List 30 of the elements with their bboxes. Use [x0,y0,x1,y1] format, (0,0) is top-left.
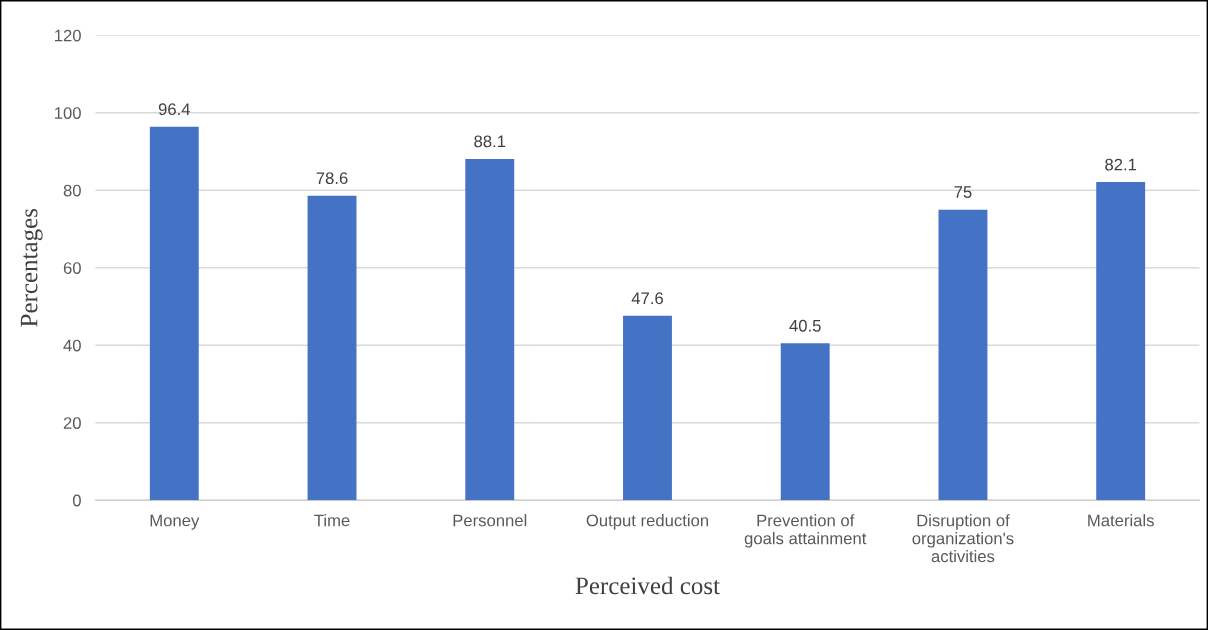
y-tick-label: 0 [72,494,81,507]
bar [465,158,515,501]
y-tick-label: 80 [63,184,81,197]
x-tick-label: Time [314,514,350,527]
x-tick-label: Money [150,514,200,530]
y-tick-label: 60 [63,262,81,274]
bar [149,126,199,501]
x-tick-label: Personnel [453,514,527,527]
y-tick-label: 40 [63,339,81,352]
data-label: 75 [954,186,972,198]
data-label: 40.5 [789,319,821,332]
x-axis-title: Perceived cost [575,576,720,595]
data-label: 82.1 [1105,158,1137,171]
y-axis-title: Percentages [20,208,43,327]
x-tick-label: Prevention of goals attainment [744,514,867,548]
data-label: 78.6 [316,172,348,185]
x-tick-label: Disruption of organization's activities [912,514,1014,563]
bar [1096,182,1146,501]
y-tick-label: 20 [63,417,81,429]
data-label: 88.1 [474,135,506,148]
data-label: 47.6 [631,292,663,305]
x-tick-label: Output reduction [586,514,709,530]
x-tick-label: Materials [1088,514,1154,527]
bar [307,195,357,501]
y-tick-label: 100 [55,107,81,119]
bar [623,315,672,501]
bar [780,343,830,501]
y-tick-label: 120 [55,29,81,42]
bar [938,209,988,501]
data-label: 96.4 [158,103,191,116]
